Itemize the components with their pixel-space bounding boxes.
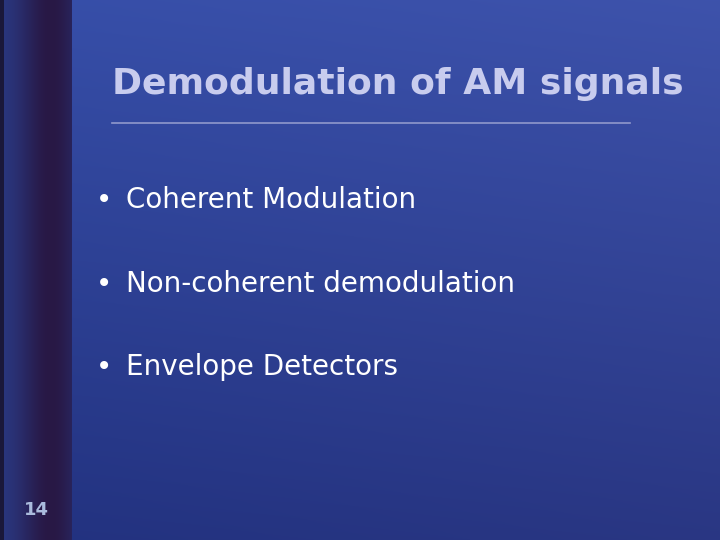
Text: Demodulation of AM signals: Demodulation of AM signals [112, 67, 683, 100]
Text: •: • [96, 269, 112, 298]
Text: Envelope Detectors: Envelope Detectors [126, 353, 398, 381]
Text: Non-coherent demodulation: Non-coherent demodulation [126, 269, 515, 298]
Text: •: • [96, 353, 112, 381]
Text: 14: 14 [24, 501, 49, 519]
Text: Coherent Modulation: Coherent Modulation [126, 186, 416, 214]
Text: •: • [96, 186, 112, 214]
